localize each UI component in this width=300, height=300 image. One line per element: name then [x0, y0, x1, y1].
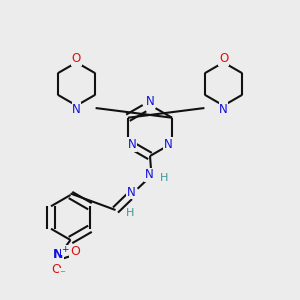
- Text: N: N: [145, 168, 154, 182]
- Text: N: N: [146, 94, 154, 108]
- Text: O: O: [70, 244, 80, 258]
- Text: N: N: [127, 185, 136, 199]
- Text: O: O: [72, 52, 81, 65]
- Text: +: +: [61, 245, 69, 254]
- Text: H: H: [126, 208, 134, 218]
- Text: N: N: [128, 138, 136, 151]
- Text: N: N: [72, 103, 81, 116]
- Text: N: N: [164, 138, 172, 151]
- Text: H: H: [160, 173, 168, 183]
- Text: N: N: [53, 248, 64, 262]
- Text: N: N: [219, 103, 228, 116]
- Text: ⁻: ⁻: [59, 269, 65, 279]
- Text: O: O: [51, 263, 61, 276]
- Text: O: O: [219, 52, 228, 65]
